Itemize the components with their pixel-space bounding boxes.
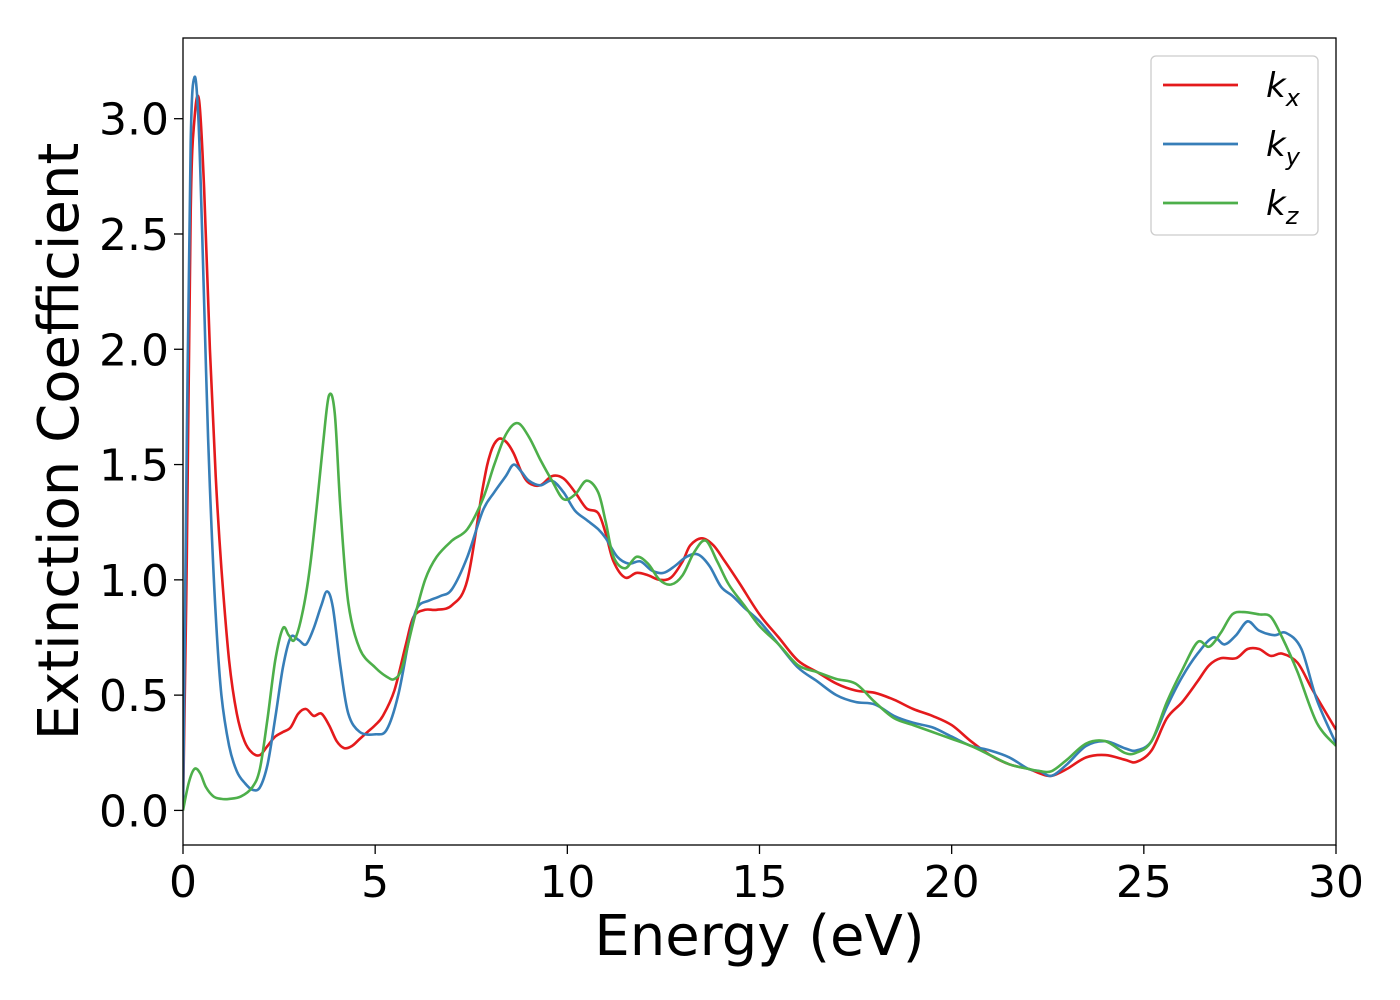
y-tick-label: 0.0 xyxy=(99,786,169,837)
legend-label-ky: ky xyxy=(1266,125,1301,171)
y-tick-label: 1.5 xyxy=(99,441,169,492)
x-tick-label: 5 xyxy=(361,857,389,908)
series-line-ky xyxy=(183,75,1336,811)
y-tick-label: 0.5 xyxy=(99,671,169,722)
y-tick-label: 1.0 xyxy=(99,556,169,607)
y-axis: 0.0 0.5 1.0 1.5 2.0 2.5 3.0 xyxy=(99,95,183,837)
x-tick-label: 20 xyxy=(924,857,980,908)
y-tick-label: 2.0 xyxy=(99,325,169,376)
x-tick-label: 30 xyxy=(1308,857,1364,908)
x-tick-label: 0 xyxy=(169,857,197,908)
x-axis-title: Energy (eV) xyxy=(594,904,924,969)
x-tick-label: 25 xyxy=(1116,857,1172,908)
y-tick-label: 3.0 xyxy=(99,95,169,146)
legend-label-kz: kz xyxy=(1266,184,1300,230)
series-line-kz xyxy=(183,392,1336,811)
series-layer xyxy=(183,75,1336,811)
legend-label-kx: kx xyxy=(1266,66,1301,112)
x-tick-label: 15 xyxy=(732,857,788,908)
legend: kx ky kz xyxy=(1150,55,1319,236)
y-tick-label: 2.5 xyxy=(99,210,169,261)
x-axis: 0 5 10 15 20 25 30 xyxy=(169,845,1364,908)
y-axis-title: Extinction Coefficient xyxy=(27,143,92,741)
legend-box xyxy=(1150,55,1319,236)
x-tick-label: 10 xyxy=(539,857,595,908)
